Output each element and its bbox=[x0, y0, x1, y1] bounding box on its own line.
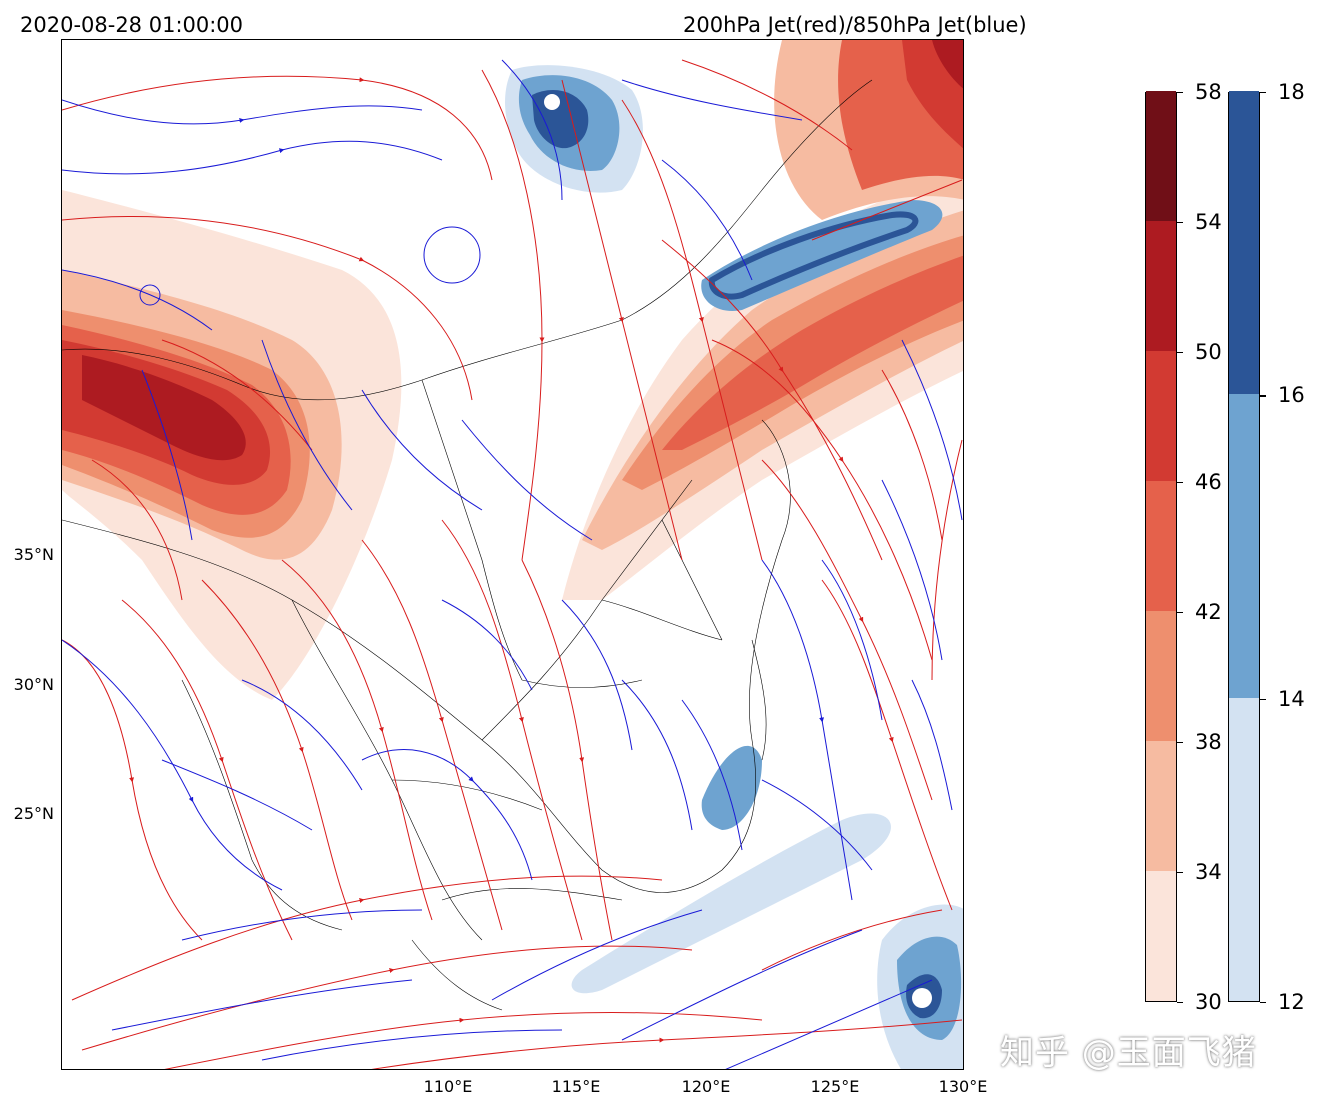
lon-label-110: 110°E bbox=[423, 1077, 473, 1096]
lon-label-120: 120°E bbox=[681, 1077, 731, 1096]
upper-jet-shading bbox=[62, 40, 963, 700]
colorbar-upper-segment bbox=[1146, 480, 1176, 611]
lon-label-115: 115°E bbox=[551, 1077, 601, 1096]
colorbar-lower-segment bbox=[1229, 90, 1259, 395]
colorbar-upper-tick-label: 58 bbox=[1195, 80, 1222, 104]
lon-label-125: 125°E bbox=[810, 1077, 860, 1096]
colorbar-upper-tick-mark bbox=[1177, 92, 1183, 94]
colorbar-upper-tick-label: 34 bbox=[1195, 860, 1222, 884]
colorbar-upper-segment bbox=[1146, 90, 1176, 221]
lon-label-130: 130°E bbox=[938, 1077, 988, 1096]
lat-label-30: 30°N bbox=[13, 675, 54, 694]
colorbar-lower-tick-label: 16 bbox=[1278, 383, 1305, 408]
colorbar-upper-tick-label: 54 bbox=[1195, 210, 1222, 234]
colorbar-lower-tick-mark bbox=[1260, 395, 1266, 397]
colorbar-lower-tick-mark bbox=[1260, 1002, 1266, 1004]
map-panel bbox=[61, 39, 964, 1070]
colorbar-lower-segment bbox=[1229, 697, 1259, 1001]
colorbar-lower-tick-mark bbox=[1260, 698, 1266, 701]
colorbar-upper-tick-mark bbox=[1177, 1002, 1183, 1004]
colorbar-upper-tick-label: 38 bbox=[1195, 730, 1222, 754]
colorbar-lower-segment bbox=[1229, 393, 1259, 698]
colorbar-lower-tick-label: 14 bbox=[1278, 686, 1305, 711]
colorbar-upper-tick-mark bbox=[1177, 872, 1183, 874]
colorbar-upper-tick-label: 42 bbox=[1195, 600, 1222, 624]
colorbar-upper-segment bbox=[1146, 220, 1176, 351]
colorbar-upper-segment bbox=[1146, 350, 1176, 481]
watermark: 知乎 @玉面飞猪 bbox=[1000, 1033, 1257, 1073]
colorbar-upper-segment bbox=[1146, 870, 1176, 1001]
colorbar-lower-tick-label: 12 bbox=[1278, 990, 1305, 1014]
colorbar-upper-tick-label: 30 bbox=[1195, 990, 1222, 1014]
colorbar-upper-jet bbox=[1145, 90, 1177, 1002]
upper-streamlines bbox=[62, 59, 963, 1069]
lat-label-25: 25°N bbox=[13, 804, 54, 823]
jet-streamline-map bbox=[62, 40, 963, 1069]
colorbar-lower-tick-mark bbox=[1260, 92, 1266, 94]
lower-streamlines bbox=[62, 59, 963, 1069]
colorbar-upper-tick-mark bbox=[1177, 352, 1183, 354]
colorbar-upper-segment bbox=[1146, 740, 1176, 871]
lat-label-35: 35°N bbox=[13, 545, 54, 564]
colorbar-lower-jet bbox=[1228, 90, 1260, 1002]
colorbar-upper-tick-mark bbox=[1177, 612, 1183, 614]
colorbar-upper-segment bbox=[1146, 610, 1176, 741]
chart-description-title: 200hPa Jet(red)/850hPa Jet(blue) bbox=[683, 13, 1027, 37]
timestamp-title: 2020-08-28 01:00:00 bbox=[20, 13, 244, 37]
colorbar-upper-tick-mark bbox=[1177, 742, 1183, 744]
colorbar-lower-tick-label: 18 bbox=[1278, 80, 1305, 104]
colorbar-upper-tick-label: 46 bbox=[1195, 470, 1222, 494]
colorbar-upper-tick-mark bbox=[1177, 482, 1183, 484]
colorbar-upper-tick-label: 50 bbox=[1195, 340, 1222, 364]
colorbar-upper-tick-mark bbox=[1177, 222, 1183, 224]
